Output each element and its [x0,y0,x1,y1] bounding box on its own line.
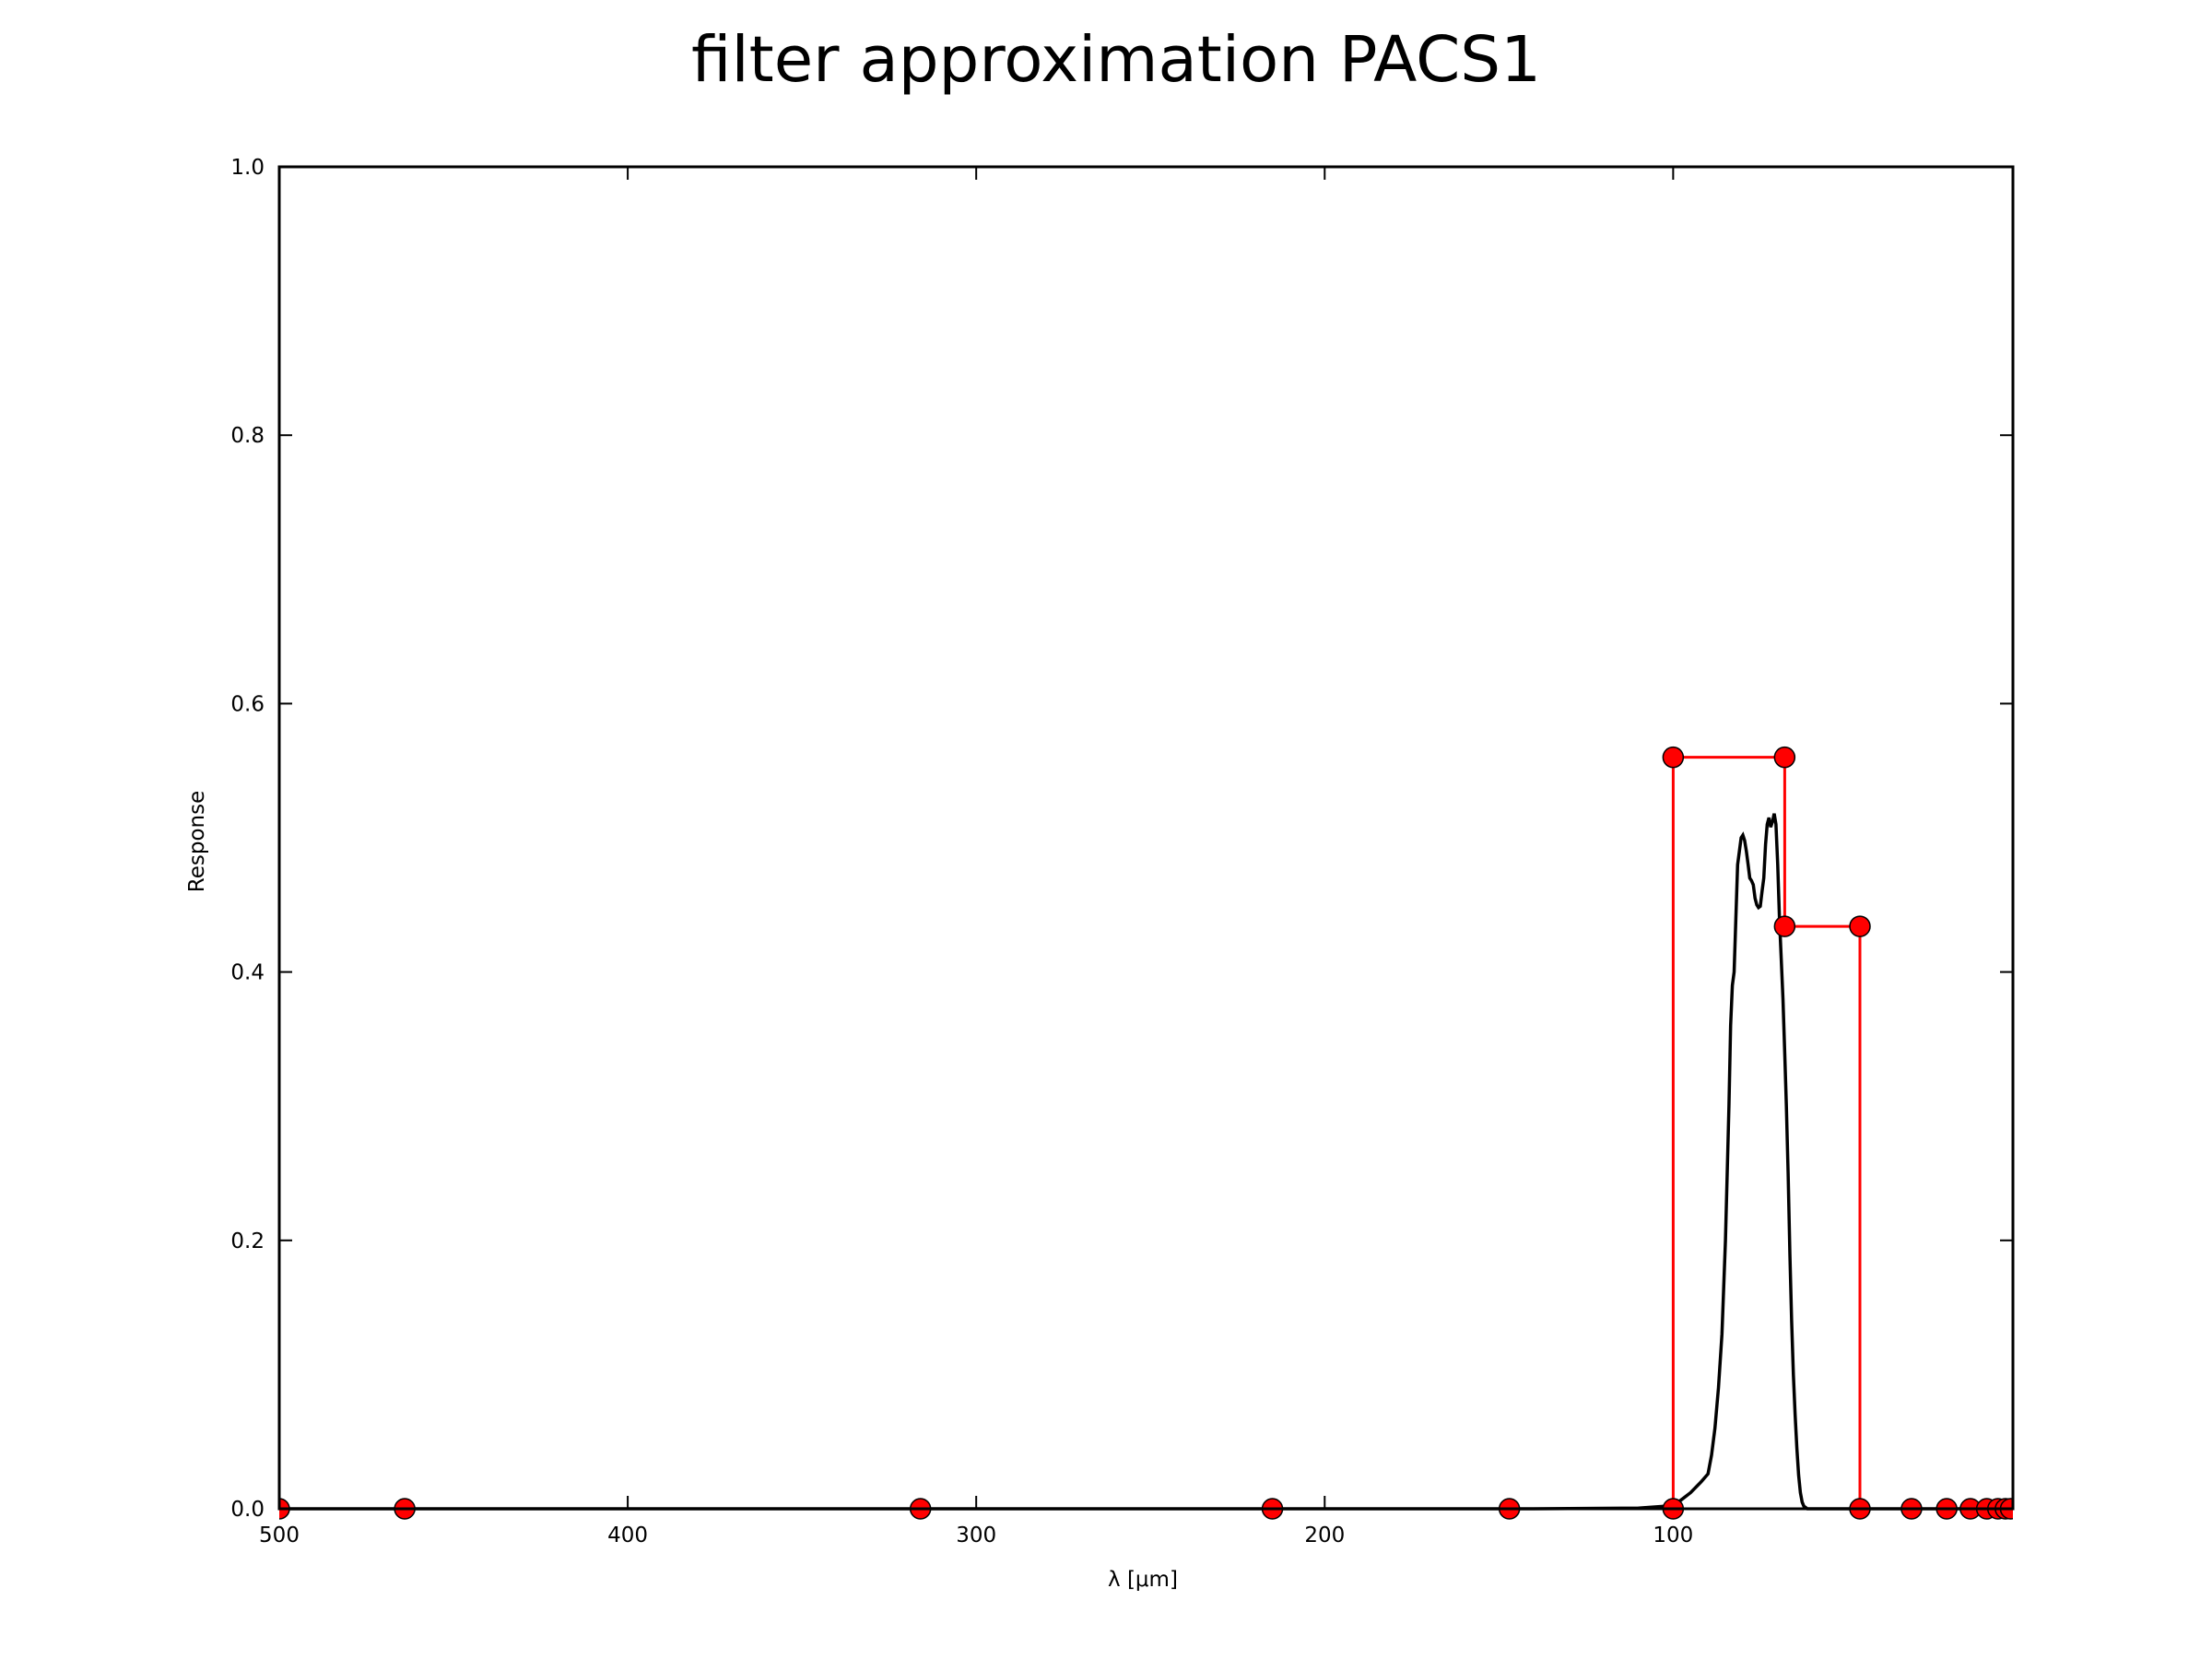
x-tick-label: 100 [1653,1524,1693,1547]
y-tick-label: 0.2 [230,1230,265,1253]
axes-frame [277,165,2015,1511]
step-marker-point [1773,746,1796,769]
plot-area: 500 400 300 200 100 0.0 0.2 0.4 0.6 0.8 1.0 [230,156,2015,1547]
step-marker-point [1662,746,1685,769]
y-tick-label: 0.6 [230,692,265,716]
y-tick-label: 0.0 [230,1498,265,1522]
x-tick-label: 200 [1304,1524,1345,1547]
x-tick-label: 400 [607,1524,648,1547]
y-axis-label: Response [185,791,209,892]
y-tick-label: 0.8 [230,424,265,448]
step-marker-point [1849,915,1871,937]
step-marker-point [1773,915,1796,937]
chart-title: filter approximation PACS1 [691,23,1541,97]
x-axis-label: λ [μm] [1108,1568,1178,1592]
x-tick-label: 500 [259,1524,300,1547]
y-tick-label: 1.0 [230,156,265,180]
y-tick-label: 0.4 [230,961,265,985]
x-tick-label: 300 [956,1524,996,1547]
